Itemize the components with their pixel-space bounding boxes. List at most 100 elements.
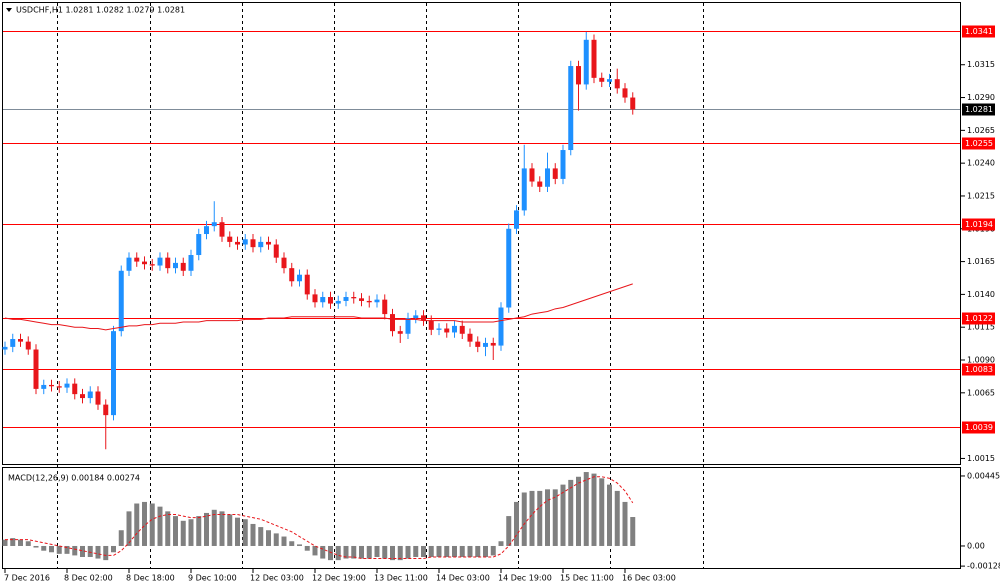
menu-arrow	[6, 8, 12, 12]
level-label-box	[962, 25, 995, 38]
candle-body	[111, 331, 116, 416]
y-tick-label: -0.00128	[967, 562, 1000, 571]
x-tick-label: 8 Dec 18:00	[126, 574, 175, 583]
candle-body	[10, 339, 16, 347]
x-tick-label: 14 Dec 03:00	[436, 574, 490, 583]
macd-bar	[41, 545, 47, 551]
x-tick-label: 13 Dec 11:00	[374, 574, 428, 583]
candle-body	[188, 255, 194, 271]
x-tick-label: 9 Dec 10:00	[188, 574, 237, 583]
macd-bar	[25, 541, 31, 546]
level-label-box	[962, 312, 995, 325]
macd-bar	[56, 545, 62, 554]
candle-body	[537, 181, 543, 187]
macd-bar	[436, 545, 442, 557]
macd-bar	[514, 501, 519, 546]
y-tick-label: 1.0240	[967, 159, 995, 168]
candle-body	[366, 300, 372, 303]
moving-average	[4, 283, 633, 331]
candle-body	[343, 297, 349, 301]
last-price-box	[962, 103, 995, 116]
candle-body	[149, 264, 155, 266]
macd-bar	[452, 545, 457, 557]
candle-body	[421, 315, 426, 321]
level-label: 1.0083	[965, 365, 993, 374]
candle-body	[273, 244, 279, 258]
macd-bar	[483, 545, 488, 557]
macd-bar	[366, 545, 372, 559]
candle-body	[568, 66, 574, 151]
candle-body	[312, 294, 318, 303]
macd-bar	[428, 545, 434, 557]
candle-body	[56, 386, 62, 388]
macd-bar	[622, 501, 628, 546]
macd-bar	[506, 516, 512, 546]
candle-body	[459, 325, 465, 334]
candle-body	[560, 150, 566, 179]
candle-body	[304, 274, 310, 295]
macd-bar	[413, 545, 419, 557]
macd-bar	[599, 478, 605, 546]
candle-body	[180, 262, 186, 271]
candle-body	[227, 236, 233, 242]
level-label-box	[962, 363, 995, 376]
candle-body	[118, 270, 124, 332]
macd-bar	[80, 545, 85, 557]
macd-bar	[591, 473, 597, 546]
macd-bar	[444, 545, 450, 557]
macd-bar	[289, 541, 295, 546]
level-label: 1.0341	[965, 27, 993, 36]
macd-bar	[204, 512, 209, 546]
candle-body	[529, 168, 535, 182]
macd-bar	[304, 545, 310, 551]
candle-body	[583, 39, 589, 85]
candle-body	[490, 342, 496, 346]
macd-bar	[529, 490, 535, 546]
macd-bar	[390, 545, 395, 561]
candle-body	[576, 66, 581, 85]
macd-bar	[196, 516, 202, 546]
level-label: 1.0255	[965, 139, 993, 148]
macd-bar	[273, 533, 279, 546]
x-tick-label: 12 Dec 19:00	[312, 574, 366, 583]
candle-body	[436, 328, 442, 330]
y-tick-label: 1.0015	[967, 454, 995, 463]
macd-bar	[490, 545, 496, 556]
candle-body	[196, 234, 202, 256]
macd-bar	[343, 545, 349, 559]
candle-body	[622, 88, 628, 98]
macd-bar	[335, 545, 341, 561]
macd-bar	[521, 492, 527, 546]
macd-bar	[103, 545, 109, 561]
macd-bar	[552, 489, 558, 546]
candle-body	[72, 383, 78, 395]
candle-body	[64, 383, 70, 388]
macd-bar	[95, 545, 101, 559]
x-tick-label: 7 Dec 2016	[4, 574, 50, 583]
macd-bar	[180, 520, 186, 546]
candle-body	[126, 257, 132, 271]
candle-body	[219, 222, 225, 237]
candle-body	[2, 346, 8, 350]
candle-body	[498, 307, 504, 346]
macd-panel	[2, 467, 961, 569]
time-grid	[57, 3, 704, 568]
macd-bar	[149, 503, 155, 546]
x-tick-label: 15 Dec 11:00	[560, 574, 614, 583]
macd-bar	[126, 511, 132, 546]
macd-bar	[421, 545, 426, 557]
macd-bar	[560, 484, 566, 546]
x-tick-label: 8 Dec 02:00	[64, 574, 113, 583]
candle-body	[134, 257, 140, 262]
price-panel	[2, 2, 961, 465]
macd-bar	[374, 545, 380, 557]
macd-bar	[49, 545, 54, 553]
candle-body	[320, 297, 326, 303]
macd-bar	[359, 545, 364, 559]
macd-bar	[382, 545, 388, 559]
x-tick-label: 16 Dec 03:00	[622, 574, 676, 583]
y-tick-label: 1.0215	[967, 191, 995, 200]
macd-bar	[397, 545, 403, 561]
macd-bar	[18, 539, 23, 546]
